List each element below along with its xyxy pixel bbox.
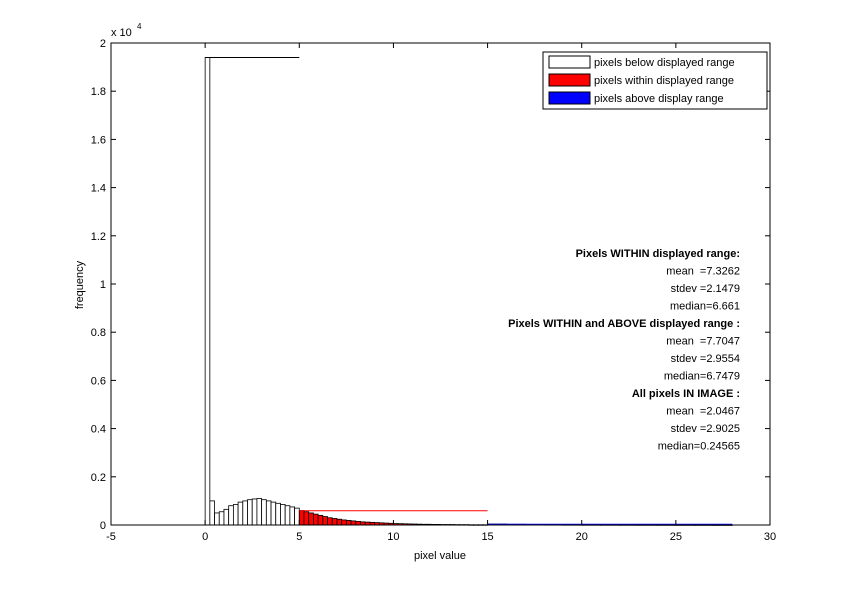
x-tick-label-4: 10 bbox=[387, 531, 399, 543]
stats-line-11: stdev =2.9025 bbox=[671, 423, 740, 435]
y-tick-label-6: 1 bbox=[100, 279, 106, 291]
bar-series-1-11 bbox=[251, 498, 258, 526]
bar-series-1-4 bbox=[218, 511, 225, 526]
bar-series-2-12 bbox=[350, 520, 357, 526]
x-tick-label-6: 20 bbox=[576, 531, 588, 543]
legend-label-2: pixels within displayed range bbox=[594, 75, 734, 87]
bar-series-1-15 bbox=[270, 501, 277, 526]
y-tick-label-9: 1.6 bbox=[91, 134, 106, 146]
y-tick-label-1: 0 bbox=[100, 520, 106, 532]
y-tick-label-8: 1.4 bbox=[91, 183, 106, 195]
y-exponent-power: 4 bbox=[137, 22, 142, 31]
x-axis-label: pixel value bbox=[414, 550, 466, 562]
x-tick-label-1: -5 bbox=[106, 531, 116, 543]
ticks-layer: -5 0 5 10 15 20 25 3000.20.40.60.811.21.41.61.8… bbox=[91, 38, 776, 543]
bar-series-1-5 bbox=[223, 508, 230, 526]
stats-line-12: median=0.24565 bbox=[658, 441, 740, 453]
legend-swatch-1 bbox=[548, 55, 591, 69]
y-tick-label-7: 1.2 bbox=[91, 231, 106, 243]
bar-series-1-18 bbox=[284, 505, 291, 526]
y-axis-label: frequency bbox=[74, 260, 86, 309]
bar-series-1-20 bbox=[294, 507, 300, 526]
bar-series-1-8 bbox=[237, 501, 244, 526]
bar-series-1-10 bbox=[247, 499, 253, 526]
bar-series-2-9 bbox=[336, 518, 343, 526]
stats-line-1: Pixels WITHIN displayed range: bbox=[576, 248, 740, 260]
y-exponent-label: x 10 4 bbox=[111, 22, 142, 39]
bar-series-1-3 bbox=[214, 512, 220, 526]
legend-label-1: pixels below displayed range bbox=[594, 57, 735, 69]
bar-series-2-4 bbox=[313, 513, 319, 526]
y-tick-label-2: 0.2 bbox=[91, 472, 106, 484]
bar-series-1-17 bbox=[280, 504, 286, 526]
y-tick-label-5: 0.8 bbox=[91, 327, 106, 339]
x-tick-label-8: 30 bbox=[764, 531, 776, 543]
stats-line-4: median=6.661 bbox=[670, 301, 740, 313]
reference-lines-layer bbox=[205, 56, 733, 525]
y-tick-label-11: 2 bbox=[100, 38, 106, 50]
x-tick-label-2: 0 bbox=[202, 531, 208, 543]
bar-series-2-13 bbox=[355, 520, 361, 526]
bar-series-1-19 bbox=[289, 506, 295, 526]
y-tick-label-3: 0.4 bbox=[91, 424, 106, 436]
bar-series-1-9 bbox=[242, 500, 248, 526]
stats-line-5: Pixels WITHIN and ABOVE displayed range … bbox=[508, 318, 740, 330]
y-tick-label-10: 1.8 bbox=[91, 86, 106, 98]
bar-series-1-7 bbox=[232, 504, 239, 526]
stats-line-2: mean =7.3262 bbox=[666, 266, 740, 278]
x-tick-label-5: 15 bbox=[481, 531, 493, 543]
stats-line-6: mean =7.7047 bbox=[666, 336, 740, 348]
stats-line-7: stdev =2.9554 bbox=[671, 353, 740, 365]
legend-swatch-3 bbox=[548, 91, 591, 105]
bar-series-2-1 bbox=[298, 510, 305, 526]
bar-series-2-6 bbox=[322, 516, 328, 526]
stats-annotation: Pixels WITHIN displayed range: mean =7.32… bbox=[508, 248, 740, 453]
bar-series-1-12 bbox=[256, 498, 263, 526]
y-exponent-base: x 10 bbox=[111, 27, 132, 39]
y-tick-label-4: 0.6 bbox=[91, 375, 106, 387]
bar-series-2-10 bbox=[341, 519, 347, 526]
bar-series-1-16 bbox=[275, 502, 281, 526]
x-tick-label-3: 5 bbox=[296, 531, 302, 543]
bar-series-2-3 bbox=[308, 512, 314, 526]
bar-series-2-11 bbox=[345, 520, 352, 526]
bar-series-1-1 bbox=[204, 57, 211, 526]
plot-area bbox=[111, 43, 770, 525]
stats-line-8: median=6.7479 bbox=[664, 371, 740, 383]
legend-swatch-2 bbox=[548, 73, 591, 87]
stats-line-3: stdev =2.1479 bbox=[671, 283, 740, 295]
bar-series-2-8 bbox=[331, 518, 338, 526]
bar-series-2-2 bbox=[303, 511, 310, 526]
bar-series-1-13 bbox=[261, 499, 267, 526]
bar-series-1-6 bbox=[228, 505, 234, 526]
bar-series-2-7 bbox=[327, 517, 333, 526]
legend-label-3: pixels above display range bbox=[594, 93, 724, 105]
bar-series-1-14 bbox=[265, 500, 272, 526]
legend: pixels below displayed range pixels withi… bbox=[542, 51, 768, 110]
stats-line-10: mean =2.0467 bbox=[666, 406, 740, 418]
bar-series-2-5 bbox=[317, 514, 324, 526]
x-tick-label-7: 25 bbox=[670, 531, 682, 543]
stats-line-9: All pixels IN IMAGE : bbox=[632, 388, 740, 400]
bar-series-1-2 bbox=[209, 500, 215, 526]
